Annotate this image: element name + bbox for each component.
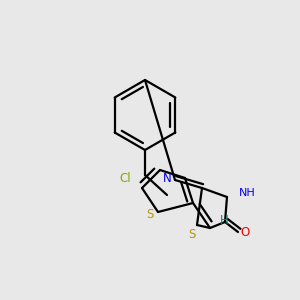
Text: Cl: Cl [119,172,131,184]
Text: O: O [240,226,250,238]
Text: S: S [146,208,154,221]
Text: NH: NH [239,188,256,198]
Text: H: H [220,214,228,226]
Text: S: S [188,229,196,242]
Text: N: N [163,172,171,184]
